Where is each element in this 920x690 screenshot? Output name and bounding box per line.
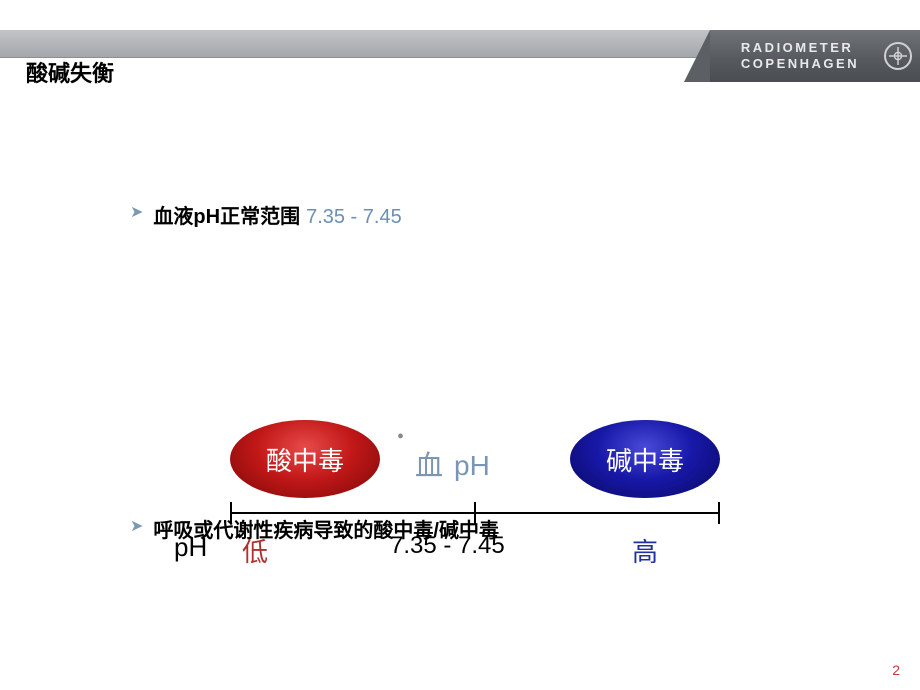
bullet-2: ➤ 呼吸或代谢性疾病导致的酸中毒/碱中毒 — [130, 514, 499, 543]
bullet-2-text: 呼吸或代谢性疾病导致的酸中毒/碱中毒 — [153, 514, 499, 543]
bullet-1: ➤ 血液pH正常范围 7.35 - 7.45 — [130, 200, 402, 229]
page-number: 2 — [892, 662, 900, 678]
bullet-1-label: 血液pH正常范围 — [153, 206, 300, 228]
slide-content: ➤ 血液pH正常范围 7.35 - 7.45 酸中毒 碱中毒 • 血 pH pH … — [0, 120, 920, 690]
alkalosis-ellipse: 碱中毒 — [570, 420, 720, 498]
chevron-icon: ➤ — [130, 514, 143, 540]
brand-logo-icon — [884, 42, 912, 70]
center-ph-label: • 血 pH — [415, 444, 490, 484]
chevron-icon: ➤ — [130, 200, 143, 226]
ph-diagram: 酸中毒 碱中毒 • 血 pH pH 低 7.35 - 7.45 高 — [130, 420, 750, 600]
bullet-1-value: 7.35 - 7.45 — [306, 206, 402, 228]
brand-tab: RADIOMETER COPENHAGEN — [710, 30, 920, 82]
slide-header: RADIOMETER COPENHAGEN 酸碱失衡 — [0, 30, 920, 85]
axis-tick-right — [718, 502, 720, 524]
header-gray-strip — [0, 30, 750, 58]
acidosis-ellipse: 酸中毒 — [230, 420, 380, 498]
header-dark-slant — [684, 30, 710, 82]
slide-title: 酸碱失衡 — [26, 56, 114, 88]
center-dot-icon: • — [397, 426, 404, 449]
center-unit: pH — [454, 450, 490, 481]
brand-text: RADIOMETER COPENHAGEN — [741, 40, 859, 73]
bullet-1-text: 血液pH正常范围 7.35 - 7.45 — [153, 200, 401, 229]
brand-line2: COPENHAGEN — [741, 56, 859, 72]
brand-line1: RADIOMETER — [741, 40, 859, 56]
axis-high-label: 高 — [632, 532, 658, 569]
center-prefix: 血 — [415, 451, 443, 482]
